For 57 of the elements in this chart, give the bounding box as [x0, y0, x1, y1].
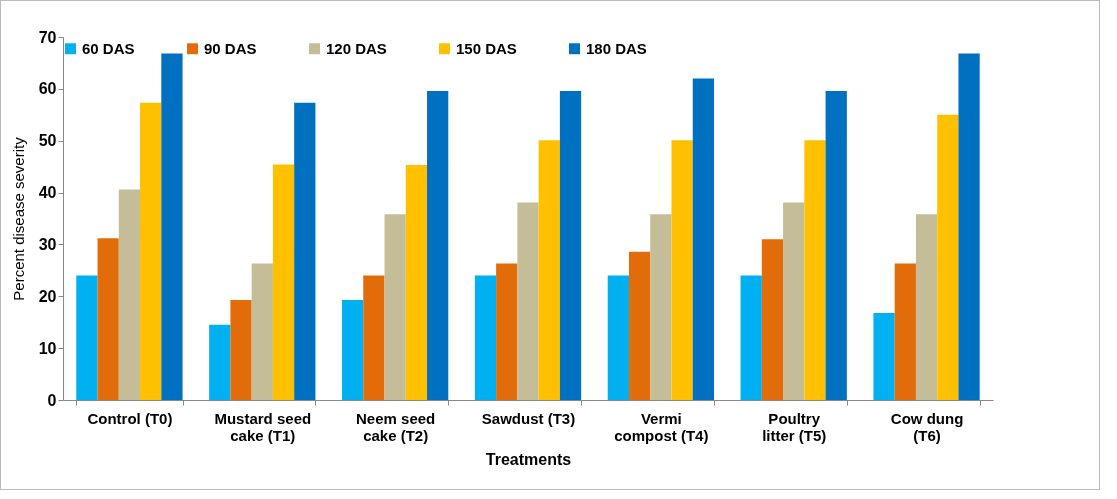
y-tick-label: 10 [38, 339, 57, 357]
bar [474, 275, 497, 400]
bar [761, 239, 784, 400]
bar [894, 263, 916, 400]
bar [97, 238, 119, 400]
bar [607, 275, 629, 400]
bar [628, 251, 651, 400]
bar [230, 299, 252, 400]
bar [427, 90, 449, 400]
bar [873, 312, 895, 400]
bar [538, 140, 560, 400]
bar [405, 165, 428, 400]
bar [251, 263, 273, 400]
bar [825, 90, 847, 400]
bar [161, 53, 183, 400]
bar [804, 140, 826, 400]
legend-label: 90 DAS [204, 39, 257, 57]
legend-label: 150 DAS [456, 39, 517, 57]
x-tick-label: Neem seed cake (T2) [356, 409, 436, 444]
bar [363, 275, 385, 400]
y-tick-label: 30 [38, 235, 57, 253]
bar [342, 299, 364, 400]
legend-label: 180 DAS [586, 39, 647, 57]
bar [118, 189, 141, 400]
bar [559, 90, 582, 400]
bar [783, 202, 805, 400]
y-tick-label: 70 [38, 28, 57, 46]
bar [740, 275, 762, 400]
y-tick-label: 0 [47, 391, 57, 409]
bar [209, 324, 231, 400]
legend-label: 120 DAS [326, 39, 387, 57]
x-axis-title: Treatments [485, 450, 572, 468]
x-tick-label: Vermi compost (T4) [614, 409, 709, 444]
x-tick-label: Control (T0) [87, 409, 173, 427]
bar [692, 78, 714, 400]
y-tick-label: 50 [38, 132, 57, 150]
y-tick-label: 20 [38, 287, 57, 305]
y-axis-title: Percent disease severity [9, 136, 27, 301]
bar [272, 164, 295, 400]
y-tick-label: 40 [38, 184, 57, 202]
bar [915, 214, 938, 400]
bar [958, 53, 980, 400]
x-tick-label: Poultry litter (T5) [762, 409, 827, 444]
bar [671, 140, 693, 400]
x-tick-label: Mustard seed cake (T1) [214, 409, 312, 444]
bar [937, 114, 959, 400]
bar [76, 275, 98, 400]
bar [294, 102, 316, 400]
bar [517, 202, 539, 400]
bar [384, 214, 406, 400]
y-tick-label: 60 [38, 80, 57, 98]
bar [650, 214, 672, 400]
bar [496, 263, 518, 400]
bar [140, 102, 162, 400]
legend-label: 60 DAS [82, 39, 135, 57]
x-tick-label: Sawdust (T3) [481, 409, 576, 427]
x-tick-label: Cow dung (T6) [890, 409, 964, 444]
